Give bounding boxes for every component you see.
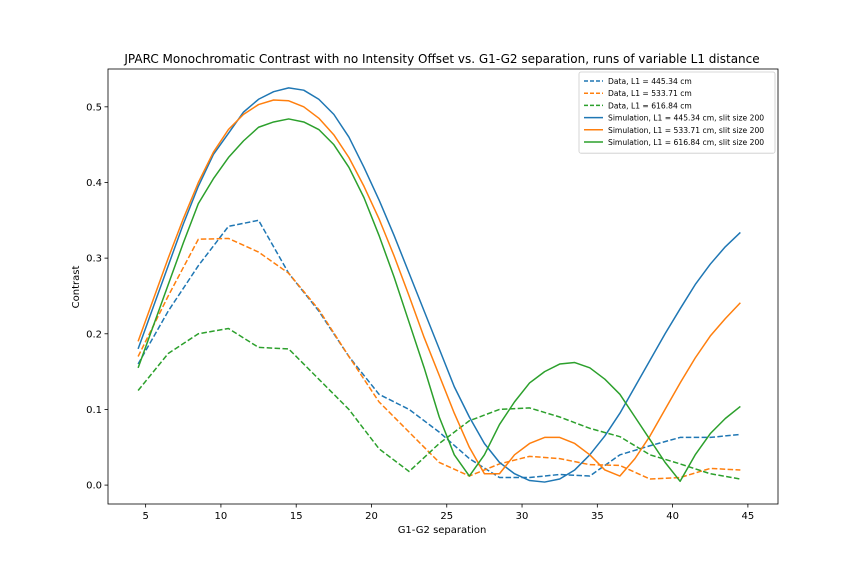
chart-title: JPARC Monochromatic Contrast with no Int…: [123, 52, 759, 66]
x-tick-label: 10: [215, 511, 228, 522]
x-axis-label: G1-G2 separation: [398, 525, 487, 536]
y-tick-label: 0.3: [86, 254, 102, 265]
legend-label-2: Data, L1 = 533.71 cm: [608, 89, 692, 98]
x-tick-label: 40: [666, 511, 679, 522]
series-line-5: [137, 99, 741, 477]
axes-frame: [107, 68, 779, 505]
y-tick-label: 0.5: [86, 102, 102, 113]
legend-box: [578, 71, 776, 154]
x-tick-label: 15: [290, 511, 303, 522]
legend-label-6: Simulation, L1 = 616.84 cm, slit size 20…: [608, 138, 764, 147]
y-tick-label: 0.4: [86, 178, 102, 189]
legend-label-4: Simulation, L1 = 445.34 cm, slit size 20…: [608, 114, 764, 123]
x-tick-label: 35: [591, 511, 604, 522]
y-tick-label: 0.0: [86, 481, 102, 492]
series-line-3: [137, 327, 741, 480]
series-line-2: [137, 237, 741, 480]
x-tick-label: 25: [440, 511, 453, 522]
series-group: [137, 87, 741, 483]
legend-label-3: Data, L1 = 616.84 cm: [608, 101, 692, 110]
series-line-6: [137, 118, 741, 483]
axes: 5 10 15 20 25 30 35 40 45 0.0 0.1 0.2 0.3 0.4 0.5: [86, 68, 779, 522]
x-tick-label: 45: [742, 511, 755, 522]
x-tick-label: 20: [365, 511, 378, 522]
x-tick-label: 30: [516, 511, 529, 522]
legend: Data, L1 = 445.34 cm Data, L1 = 533.71 cm…: [578, 71, 776, 154]
y-tick-label: 0.1: [86, 405, 102, 416]
y-tick-label: 0.2: [86, 329, 102, 340]
legend-label-5: Simulation, L1 = 533.71 cm, slit size 20…: [608, 126, 764, 135]
y-axis-label: Contrast: [71, 266, 82, 309]
x-tick-label: 5: [142, 511, 148, 522]
legend-label-1: Data, L1 = 445.34 cm: [608, 77, 692, 86]
